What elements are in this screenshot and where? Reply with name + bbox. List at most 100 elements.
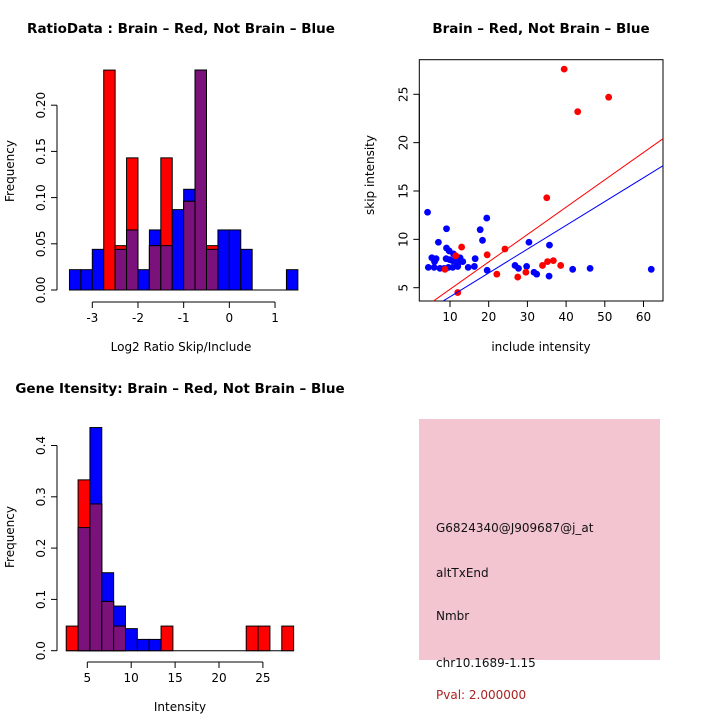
scatter-point-blue (476, 226, 484, 234)
y-tick-label: 0.4 (34, 436, 48, 455)
scatter-point-blue (471, 255, 479, 263)
scatter-point-blue (479, 236, 486, 244)
scatter-point-blue (569, 265, 577, 273)
info-panel: G6824340@J909687@j_at altTxEnd Nmbr chr1… (360, 360, 720, 720)
histogram-bar-overlap (183, 200, 196, 291)
x-tick-label: 50 (597, 310, 612, 324)
x-axis-label: Intensity (154, 700, 206, 714)
histogram-bar-blue (228, 229, 242, 291)
histogram-bar-red (65, 625, 79, 652)
scatter-point-blue (430, 263, 438, 271)
scatter-point-red (560, 65, 568, 73)
scatter-point-blue (424, 208, 431, 216)
scatter-point-red (549, 257, 557, 265)
histogram-bar-overlap (101, 600, 115, 652)
histogram-bar-blue (80, 269, 93, 291)
x-tick-label: 5 (83, 671, 91, 685)
scatter-point-blue (525, 238, 533, 246)
scatter-point-blue (424, 263, 432, 271)
histogram-bar-blue (68, 269, 82, 291)
histogram-bar-overlap (113, 625, 126, 652)
histogram-bar-blue (240, 248, 253, 291)
event-type-text: altTxEnd (436, 566, 489, 580)
scatter-point-blue (459, 258, 467, 265)
y-tick-label: 0.0 (34, 641, 48, 660)
scatter-point-red (539, 262, 546, 269)
scatter-point-red (574, 108, 582, 116)
y-tick-label: 25 (396, 87, 410, 102)
y-axis-label: Frequency (3, 140, 17, 202)
scatter-point-red (605, 93, 613, 101)
scatter-point-blue (443, 225, 450, 233)
x-tick-label: 10 (124, 671, 139, 685)
scatter-point-blue (431, 258, 438, 265)
regression-line-red (433, 138, 664, 302)
x-axis-label: Log2 Ratio Skip/Include (111, 340, 252, 354)
histogram-bar-blue (148, 638, 162, 652)
scatter-point-blue (470, 263, 478, 270)
scatter-point-blue (483, 266, 491, 274)
scatter-point-red (501, 245, 509, 253)
scatter-panel: Brain – Red, Not Brain – Blue 10 20 30 40 50 6… (360, 0, 720, 360)
histogram-bar-overlap (126, 229, 139, 291)
y-axis-label: skip intensity (363, 135, 377, 215)
x-axis-label: include intensity (491, 340, 590, 354)
scatter-point-blue (449, 263, 457, 271)
x-tick-label: 10 (442, 310, 457, 324)
scatter-point-blue (483, 214, 491, 222)
y-tick-label: 0.20 (34, 92, 48, 119)
y-tick-label: 0.00 (34, 277, 48, 304)
histogram-bar-red (160, 625, 174, 652)
intensity-scatter-svg: Brain – Red, Not Brain – Blue 10 20 30 40 50 6… (363, 21, 664, 354)
histogram-bar-red (257, 625, 271, 652)
scatter-point-red (441, 265, 449, 273)
scatter-point-red (493, 270, 501, 278)
histogram-bar-overlap (114, 248, 128, 291)
x-tick-label: 30 (520, 310, 535, 324)
x-tick-label: 20 (481, 310, 496, 324)
x-tick-label: 20 (211, 671, 226, 685)
scatter-point-red (458, 243, 466, 251)
x-tick-label: -2 (132, 311, 144, 325)
gene-intensity-histogram-svg: Gene Itensity: Brain – Red, Not Brain – … (3, 381, 345, 714)
histogram-bar-overlap (160, 245, 173, 291)
x-tick-label: 60 (636, 310, 651, 324)
plot-title: RatioData : Brain – Red, Not Brain – Blu… (27, 21, 335, 37)
x-tick-label: 1 (271, 311, 279, 325)
x-tick-label: 25 (255, 671, 270, 685)
x-tick-label: 40 (558, 310, 573, 324)
histogram-bar-blue (217, 229, 230, 291)
histogram-bar-blue (136, 638, 150, 652)
scatter-point-blue (454, 263, 462, 270)
histogram-bar-red (103, 69, 116, 291)
scatter-point-red (544, 258, 551, 265)
x-tick-label: 0 (226, 311, 234, 325)
histogram-bar-overlap (77, 527, 91, 652)
y-tick-label: 0.2 (34, 539, 48, 558)
ratio-histogram-svg: RatioData : Brain – Red, Not Brain – Blu… (3, 21, 335, 354)
scatter-point-red (514, 273, 522, 281)
histogram-bar-blue (137, 269, 150, 291)
histogram-bar-blue (285, 269, 299, 291)
y-tick-label: 15 (396, 183, 410, 198)
histogram-bar-blue (171, 209, 185, 291)
y-tick-label: 0.3 (34, 487, 48, 506)
scatter-point-red (557, 262, 565, 269)
y-tick-label: 0.10 (34, 184, 48, 211)
ratio-histogram-panel: RatioData : Brain – Red, Not Brain – Blu… (0, 0, 360, 360)
y-tick-label: 10 (396, 232, 410, 247)
histogram-bar-red (281, 625, 295, 652)
y-axis-label: Frequency (3, 506, 17, 568)
scatter-point-blue (523, 263, 531, 270)
histogram-bar-blue (91, 248, 105, 291)
plot-title: Brain – Red, Not Brain – Blue (432, 21, 649, 37)
x-tick-label: -3 (86, 311, 98, 325)
scatter-point-blue (586, 264, 594, 272)
histogram-bar-overlap (206, 248, 219, 291)
scatter-point-blue (533, 270, 541, 278)
histogram-bar-overlap (89, 503, 103, 652)
y-tick-label: 5 (396, 284, 410, 292)
regression-line-blue (442, 165, 664, 302)
y-tick-label: 20 (396, 135, 410, 150)
